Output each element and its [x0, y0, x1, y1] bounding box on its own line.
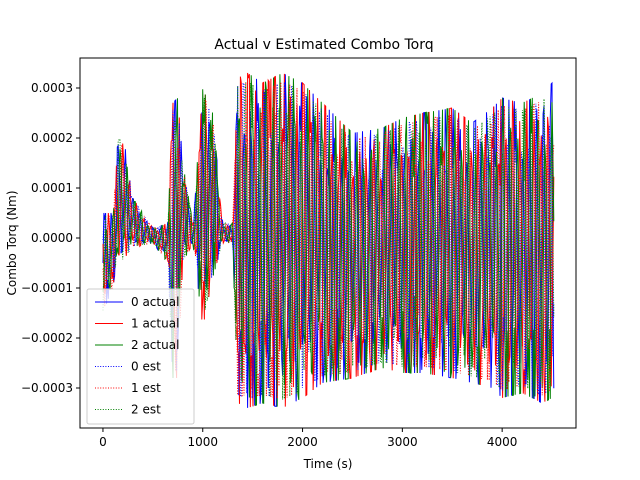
legend-label: 1 actual	[131, 317, 179, 331]
axes-frame	[79, 57, 577, 429]
legend-label: 2 actual	[131, 338, 179, 352]
series-line-1-est	[102, 82, 555, 399]
x-axis-label: Time (s)	[303, 457, 353, 471]
legend-label: 0 est	[131, 360, 161, 374]
legend-label: 1 est	[131, 381, 161, 395]
x-tick-label: 1000	[187, 435, 218, 449]
legend: 0 actual 1 actual 2 actual 0 est 1 est 2 est	[86, 288, 195, 425]
x-tick-label: 0	[99, 435, 107, 449]
x-axis-ticks: 0 1000 2000 3000 4000	[99, 428, 517, 449]
y-tick-label: −0.0003	[21, 381, 73, 395]
y-tick-label: 0.0000	[31, 231, 73, 245]
y-tick-label: 0.0003	[31, 81, 73, 95]
y-axis-ticks: −0.0003 −0.0002 −0.0001 0.0000 0.0001 0.0002 0…	[21, 81, 80, 395]
legend-label: 0 actual	[131, 295, 179, 309]
y-tick-label: −0.0001	[21, 281, 73, 295]
series-line-0-est	[102, 82, 555, 399]
x-tick-label: 2000	[287, 435, 318, 449]
y-tick-label: −0.0002	[21, 331, 73, 345]
legend-box	[86, 288, 195, 425]
y-tick-label: 0.0001	[31, 181, 73, 195]
x-tick-label: 4000	[487, 435, 518, 449]
series-line-2-est	[102, 82, 555, 400]
chart-title: Actual v Estimated Combo Torq	[214, 37, 433, 53]
y-axis-label: Combo Torq (Nm)	[5, 191, 19, 296]
x-tick-label: 3000	[387, 435, 418, 449]
y-tick-label: 0.0002	[31, 131, 73, 145]
legend-label: 2 est	[131, 403, 161, 417]
